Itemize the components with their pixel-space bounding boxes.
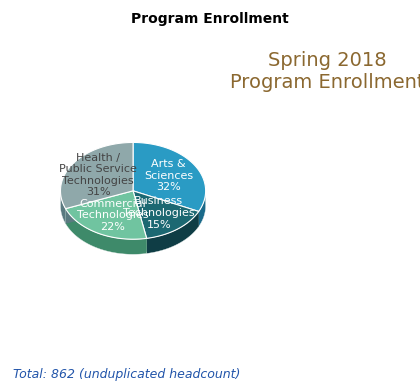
Polygon shape [66,191,133,224]
Text: Business
Technologies
15%: Business Technologies 15% [123,196,194,230]
Text: Commercial
Technologies
22%: Commercial Technologies 22% [77,199,149,232]
Polygon shape [66,191,133,224]
Text: Arts &
Sciences
32%: Arts & Sciences 32% [144,159,193,193]
Polygon shape [133,191,199,238]
Polygon shape [133,191,199,226]
Polygon shape [133,142,206,212]
Text: Health /
Public Service
Technologies
31%: Health / Public Service Technologies 31% [59,152,137,198]
Polygon shape [66,191,147,239]
Text: Program Enrollment: Program Enrollment [131,12,289,26]
Polygon shape [133,191,199,226]
Ellipse shape [60,158,206,254]
Polygon shape [133,191,147,254]
Polygon shape [147,212,199,254]
Polygon shape [199,191,206,226]
Text: Total: 862 (unduplicated headcount): Total: 862 (unduplicated headcount) [13,368,240,381]
Polygon shape [60,191,66,224]
Text: Spring 2018
Program Enrollment: Spring 2018 Program Enrollment [230,51,420,91]
Polygon shape [66,209,147,254]
Polygon shape [60,142,133,209]
Polygon shape [133,191,147,254]
